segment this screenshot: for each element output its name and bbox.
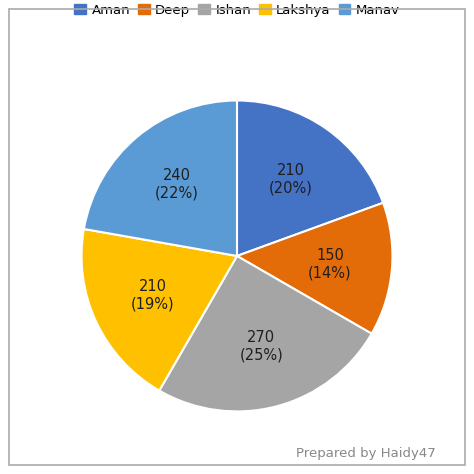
Legend: Aman, Deep, Ishan, Lakshya, Manav: Aman, Deep, Ishan, Lakshya, Manav [69,0,405,22]
Wedge shape [159,256,372,411]
Wedge shape [84,100,237,256]
Text: 150
(14%): 150 (14%) [308,248,352,280]
Text: 210
(20%): 210 (20%) [269,164,312,196]
Wedge shape [82,229,237,391]
Text: Prepared by Haidy47: Prepared by Haidy47 [296,447,436,460]
Text: 210
(19%): 210 (19%) [131,279,174,311]
Wedge shape [237,203,392,334]
Text: 240
(22%): 240 (22%) [155,168,199,201]
Text: 270
(25%): 270 (25%) [239,330,283,362]
Wedge shape [237,100,383,256]
